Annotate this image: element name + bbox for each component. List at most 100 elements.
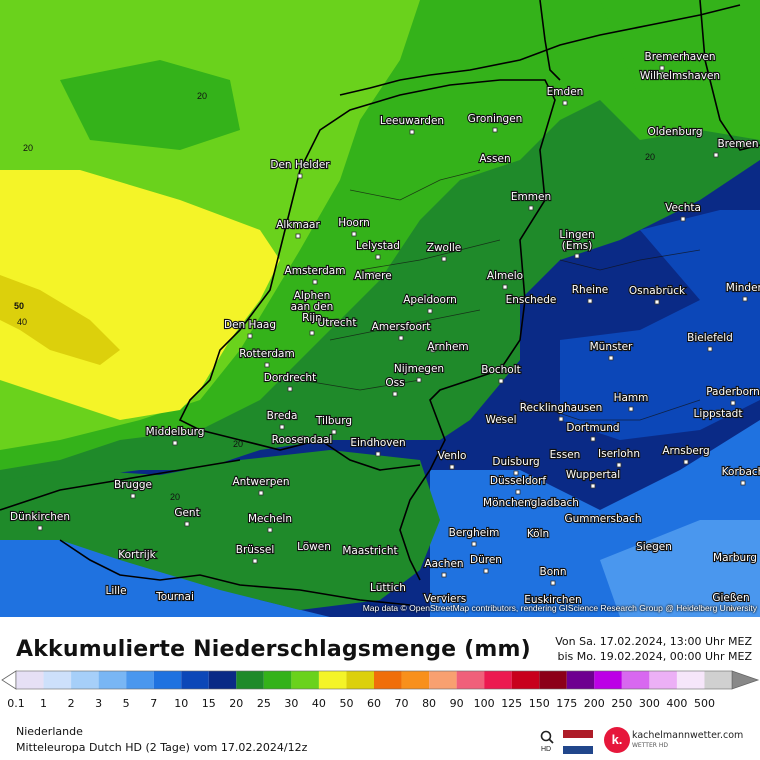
brand[interactable]: kachelmannwetter.com WETTER HD bbox=[632, 731, 743, 751]
city-label: Verviers bbox=[424, 593, 467, 605]
legend-swatch bbox=[208, 671, 237, 689]
forecast-map[interactable]: Bremerhaven Wilhelmshaven Emden Oldenburg Br… bbox=[0, 0, 760, 617]
city-marker: Bremerhaven bbox=[643, 50, 717, 71]
city-label: Alphen bbox=[294, 290, 331, 302]
legend-tick-label: 80 bbox=[422, 697, 436, 710]
city-dot bbox=[252, 558, 258, 564]
legend-tick-label: 2 bbox=[68, 697, 75, 710]
city-dot bbox=[616, 462, 622, 468]
city-dot bbox=[590, 483, 596, 489]
city-marker: Verviers bbox=[423, 592, 468, 606]
city-label: Bielefeld bbox=[687, 332, 733, 344]
city-marker: Oss bbox=[384, 376, 406, 397]
city-marker: Tilburg bbox=[314, 414, 353, 435]
city-dot bbox=[528, 498, 534, 504]
city-dot bbox=[528, 205, 534, 211]
city-marker: Gent bbox=[173, 506, 201, 527]
city-marker: Nijmegen bbox=[393, 362, 445, 383]
city-label: Oss bbox=[385, 377, 404, 389]
legend-swatch bbox=[456, 671, 485, 689]
legend-tick-label: 20 bbox=[229, 697, 243, 710]
legend-tick-label: 400 bbox=[666, 697, 687, 710]
city-label: Bremerhaven bbox=[645, 51, 716, 63]
city-label: Dünkirchen bbox=[10, 511, 70, 523]
city-marker: Dünkirchen bbox=[9, 510, 71, 531]
city-dot bbox=[113, 586, 119, 592]
city-marker: Gummersbach bbox=[563, 512, 642, 526]
city-label: Emden bbox=[547, 86, 584, 98]
city-dot bbox=[535, 529, 541, 535]
city-label: Duisburg bbox=[492, 456, 539, 468]
city-dot bbox=[299, 435, 305, 441]
footer: Niederlande Mitteleuropa Dutch HD (2 Tag… bbox=[16, 724, 307, 756]
period-from: Von Sa. 17.02.2024, 13:00 Uhr MEZ bbox=[555, 635, 752, 648]
legend-tick-label: 10 bbox=[174, 697, 188, 710]
city-label: Roosendaal bbox=[272, 434, 333, 446]
city-label: Bremen bbox=[717, 138, 758, 150]
city-label: Gent bbox=[174, 507, 199, 519]
city-label: Gießen bbox=[712, 592, 749, 604]
city-label: Tournai bbox=[155, 591, 194, 603]
city-marker: Euskirchen bbox=[523, 593, 583, 607]
city-marker: Apeldoorn bbox=[402, 293, 458, 314]
city-label: aan den bbox=[291, 301, 334, 313]
city-marker: Breda bbox=[265, 409, 299, 430]
city-dot bbox=[562, 450, 568, 456]
city-label: Nijmegen bbox=[394, 363, 444, 375]
city-dot bbox=[279, 424, 285, 430]
forecast-period: Von Sa. 17.02.2024, 13:00 Uhr MEZ bis Mo… bbox=[555, 634, 752, 664]
city-label: Hoorn bbox=[338, 217, 370, 229]
city-dot bbox=[297, 173, 303, 179]
zoom-hd-button[interactable]: HD bbox=[540, 730, 556, 757]
city-label: Wesel bbox=[485, 414, 516, 426]
city-dot bbox=[449, 464, 455, 470]
city-dot bbox=[732, 553, 738, 559]
isoline-label: 20 bbox=[23, 143, 33, 153]
city-label: Essen bbox=[550, 449, 581, 461]
city-marker: Osnabrück bbox=[628, 284, 687, 305]
city-dot bbox=[375, 451, 381, 457]
city-marker: Tournai bbox=[154, 590, 195, 604]
legend-swatch bbox=[484, 671, 512, 689]
city-label: Düren bbox=[470, 554, 502, 566]
isoline-labels: 20 20 20 20 20 40 50 bbox=[14, 91, 655, 502]
city-dot bbox=[515, 489, 521, 495]
city-dot bbox=[587, 298, 593, 304]
legend-tick-label: 200 bbox=[584, 697, 605, 710]
city-marker: Emden bbox=[546, 85, 584, 106]
city-dot bbox=[550, 595, 556, 601]
city-marker: Mönchengladbach bbox=[482, 496, 580, 510]
city-dot bbox=[528, 295, 534, 301]
city-dot bbox=[172, 592, 178, 598]
city-label: Wuppertal bbox=[566, 469, 620, 481]
city-marker: Mecheln bbox=[247, 512, 293, 533]
city-label: Oldenburg bbox=[647, 126, 702, 138]
city-dot bbox=[728, 606, 734, 612]
city-label: Kortrijk bbox=[118, 549, 156, 561]
city-dot bbox=[416, 377, 422, 383]
legend-tick-label: 125 bbox=[501, 697, 522, 710]
city-dot bbox=[628, 406, 634, 412]
legend-swatch bbox=[181, 671, 209, 689]
city-marker: Utrecht bbox=[316, 316, 357, 330]
legend-tick-label: 25 bbox=[257, 697, 271, 710]
legend-tick-label: 50 bbox=[339, 697, 353, 710]
legend-tick-label: 70 bbox=[395, 697, 409, 710]
legend-swatch bbox=[71, 671, 99, 689]
city-dot bbox=[680, 216, 686, 222]
city-dot bbox=[172, 440, 178, 446]
city-marker: Bocholt bbox=[480, 363, 522, 384]
city-dot bbox=[130, 493, 136, 499]
city-marker: Rheine bbox=[571, 283, 609, 304]
kachelmann-logo-icon[interactable]: k. bbox=[604, 727, 630, 753]
legend-tick-label: 40 bbox=[312, 697, 326, 710]
city-label: Bonn bbox=[540, 566, 567, 578]
city-label: Vechta bbox=[665, 202, 701, 214]
legend-swatch bbox=[511, 671, 540, 689]
legend-swatch bbox=[236, 671, 264, 689]
city-marker: Amsterdam bbox=[283, 264, 347, 285]
region-label: Niederlande bbox=[16, 725, 83, 738]
city-label: Maastricht bbox=[342, 545, 397, 557]
city-label: Den Helder bbox=[270, 159, 330, 171]
city-label: Minden bbox=[726, 282, 760, 294]
